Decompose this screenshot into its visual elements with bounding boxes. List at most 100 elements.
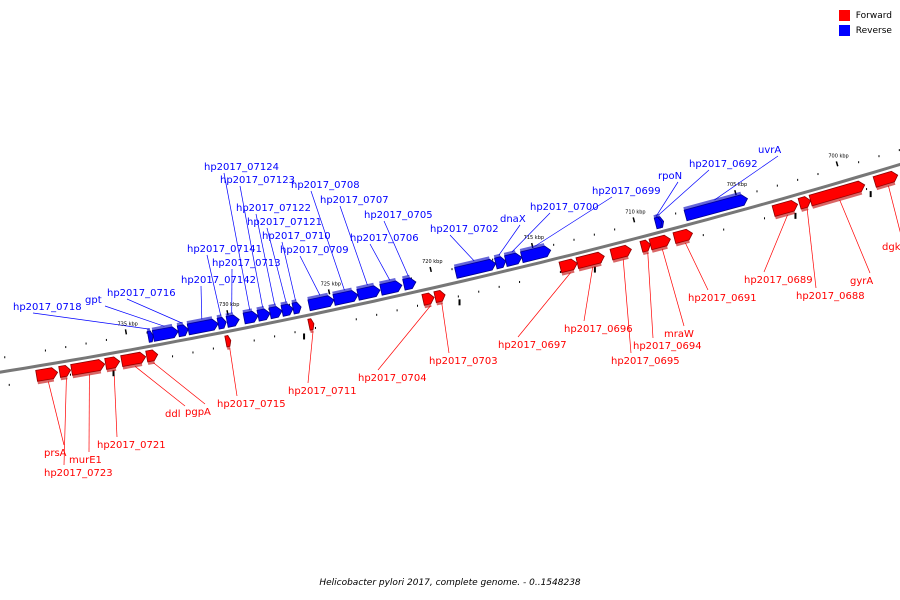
gene-hp2017_0721[interactable]: [104, 356, 121, 373]
gene-arrow[interactable]: [421, 292, 435, 306]
gene-label[interactable]: hp2017_0700: [530, 202, 599, 213]
gene-hp2017_0689[interactable]: [771, 199, 799, 220]
gene-arrow[interactable]: [494, 256, 507, 270]
gene-label[interactable]: hp2017_0689: [744, 275, 813, 286]
gene-label[interactable]: hp2017_0691: [688, 293, 757, 304]
gene-dnaX[interactable]: [493, 253, 507, 270]
gene-arrow[interactable]: [648, 234, 671, 251]
gene-arrow[interactable]: [145, 349, 159, 363]
gene-arrow[interactable]: [672, 228, 694, 244]
gene-arrow[interactable]: [558, 258, 578, 274]
gene-arrow[interactable]: [808, 180, 866, 207]
gene-pgpA[interactable]: [145, 349, 159, 365]
gene-label[interactable]: hp2017_07142: [181, 275, 256, 286]
gene-hp2017_0704[interactable]: [421, 292, 435, 309]
gene-hp2017_07121[interactable]: [280, 301, 294, 317]
gene-arrow[interactable]: [225, 314, 240, 328]
gene-label[interactable]: hp2017_07123: [220, 175, 295, 186]
gene-arrow[interactable]: [797, 196, 812, 210]
gene-label[interactable]: hp2017_0718: [13, 302, 82, 313]
gene-label[interactable]: mraW: [664, 329, 694, 340]
gene-arrow[interactable]: [58, 364, 72, 378]
gene-arrow[interactable]: [379, 280, 403, 296]
gene-arrow[interactable]: [872, 170, 899, 188]
gene-arrow[interactable]: [291, 301, 302, 315]
gene-arrow[interactable]: [307, 318, 315, 331]
gene-label[interactable]: hp2017_0723: [44, 468, 113, 479]
gene-label[interactable]: pgpA: [185, 407, 211, 418]
gene-arrow[interactable]: [70, 359, 106, 376]
gene-arrow[interactable]: [280, 303, 294, 317]
gene-hp2017_0694[interactable]: [639, 239, 651, 255]
gene-hp2017_0699[interactable]: [519, 243, 552, 264]
gene-hp2017_0703[interactable]: [433, 289, 446, 306]
gene-prsA[interactable]: [35, 367, 59, 385]
gene-label[interactable]: hp2017_0705: [364, 210, 433, 221]
gene-arrow[interactable]: [771, 199, 799, 217]
gene-label[interactable]: hp2017_0710: [262, 231, 331, 242]
gene-murE1[interactable]: [70, 359, 106, 379]
gene-hp2017_0707[interactable]: [356, 282, 381, 301]
gene-hp2017_0697[interactable]: [558, 258, 578, 276]
gene-label[interactable]: uvrA: [758, 145, 781, 156]
gene-label[interactable]: hp2017_0692: [689, 159, 758, 170]
gene-hp2017_0708[interactable]: [332, 287, 359, 306]
gene-arrow[interactable]: [256, 308, 271, 322]
gene-label[interactable]: hp2017_0694: [633, 341, 702, 352]
gene-arrow[interactable]: [575, 251, 605, 269]
gene-gpt[interactable]: [151, 323, 179, 342]
gene-hp2017_0709[interactable]: [307, 292, 335, 312]
gene-arrow[interactable]: [433, 289, 446, 303]
gene-arrow[interactable]: [151, 326, 179, 342]
gene-uvrA[interactable]: [683, 191, 749, 222]
gene-gyrA[interactable]: [808, 180, 866, 209]
gene-hp2017_0706[interactable]: [379, 278, 403, 296]
gene-label[interactable]: hp2017_0703: [429, 356, 498, 367]
gene-hp2017_0715[interactable]: [224, 335, 232, 350]
gene-arrow[interactable]: [146, 330, 154, 343]
gene-label[interactable]: hp2017_0721: [97, 440, 166, 451]
gene-label[interactable]: hp2017_07124: [204, 162, 279, 173]
gene-hp2017_0705[interactable]: [402, 274, 417, 291]
gene-arrow[interactable]: [683, 194, 749, 222]
gene-rpoN[interactable]: [653, 214, 663, 230]
gene-hp2017_0713[interactable]: [225, 312, 240, 328]
gene-label[interactable]: prsA: [44, 448, 67, 459]
gene-hp2017_0710[interactable]: [291, 299, 302, 315]
gene-arrow[interactable]: [307, 295, 335, 312]
gene-label[interactable]: hp2017_0702: [430, 224, 499, 235]
gene-arrow[interactable]: [216, 316, 227, 330]
gene-arrow[interactable]: [454, 258, 497, 279]
gene-label[interactable]: murE1: [69, 455, 102, 466]
gene-label[interactable]: dnaX: [500, 214, 526, 225]
gene-label[interactable]: hp2017_0711: [288, 386, 357, 397]
gene-label[interactable]: dgkA: [882, 242, 900, 253]
gene-label[interactable]: hp2017_07121: [247, 217, 322, 228]
gene-hp2017_0696[interactable]: [575, 251, 605, 272]
gene-label[interactable]: hp2017_0699: [592, 186, 661, 197]
gene-arrow[interactable]: [520, 245, 552, 264]
gene-hp2017_07142[interactable]: [186, 316, 219, 336]
gene-dgkA[interactable]: [872, 170, 899, 191]
gene-label[interactable]: hp2017_0704: [358, 373, 427, 384]
gene-hp2017_07123[interactable]: [256, 306, 271, 322]
gene-label[interactable]: hp2017_0716: [107, 288, 176, 299]
gene-hp2017_0688[interactable]: [797, 196, 812, 212]
gene-label[interactable]: hp2017_0715: [217, 399, 286, 410]
gene-hp2017_0691[interactable]: [672, 228, 694, 247]
gene-arrow[interactable]: [356, 285, 381, 301]
gene-arrow[interactable]: [104, 356, 121, 370]
gene-hp2017_0716[interactable]: [176, 321, 189, 338]
gene-hp2017_0700[interactable]: [503, 250, 523, 267]
gene-label[interactable]: hp2017_0706: [350, 233, 419, 244]
gene-arrow[interactable]: [268, 306, 283, 320]
gene-ddl[interactable]: [120, 351, 147, 370]
gene-hp2017_0711[interactable]: [307, 318, 315, 333]
gene-label[interactable]: hp2017_07141: [187, 244, 262, 255]
gene-label[interactable]: gpt: [85, 295, 102, 306]
gene-hp2017_0695[interactable]: [609, 244, 632, 263]
gene-label[interactable]: hp2017_07122: [236, 203, 311, 214]
gene-label[interactable]: hp2017_0697: [498, 340, 567, 351]
gene-label[interactable]: hp2017_0695: [611, 356, 680, 367]
gene-label[interactable]: ddl: [165, 409, 180, 420]
